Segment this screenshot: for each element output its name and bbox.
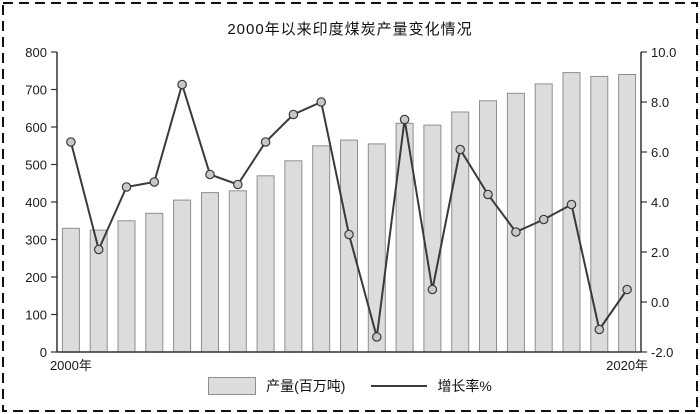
- bar: [228, 190, 247, 353]
- legend-label-production: 产量(百万吨): [266, 378, 346, 394]
- line-marker: [149, 177, 160, 187]
- bar: [61, 227, 80, 353]
- line-marker: [288, 109, 299, 120]
- chart-title: 2000年以来印度煤炭产量变化情况: [227, 21, 473, 38]
- right-tick-label: -2.0: [651, 345, 673, 360]
- x-label-last: 2020年: [606, 358, 648, 373]
- left-tick-label: 500: [25, 158, 47, 173]
- bar: [284, 160, 303, 353]
- bar: [340, 139, 358, 353]
- legend: 产量(百万吨) 增长率%: [0, 372, 700, 400]
- line-marker: [316, 97, 326, 107]
- right-tick-label: 8.0: [651, 95, 669, 110]
- bar: [479, 100, 497, 353]
- line-marker: [233, 179, 243, 190]
- right-tick-label: 2.0: [651, 245, 669, 260]
- left-tick-label: 0: [40, 345, 47, 360]
- line-marker: [594, 324, 605, 335]
- line-marker: [121, 182, 132, 192]
- line-marker: [622, 284, 632, 295]
- right-tick-label: 4.0: [651, 195, 669, 210]
- bar: [618, 74, 637, 353]
- bar: [312, 145, 331, 353]
- line-marker: [344, 229, 354, 240]
- x-label-first: 2000年: [50, 358, 92, 373]
- left-tick-label: 800: [25, 45, 47, 60]
- left-tick-label: 300: [25, 233, 47, 248]
- legend-line-swatch: [371, 385, 428, 387]
- right-tick-label: 0.0: [651, 295, 669, 310]
- line-marker: [93, 244, 104, 255]
- line-marker: [427, 284, 438, 295]
- line-marker: [483, 189, 493, 200]
- legend-label-growth: 增长率%: [437, 378, 492, 394]
- line-marker: [205, 169, 215, 180]
- legend-item-growth: 增长率%: [371, 376, 492, 396]
- right-tick-label: 6.0: [651, 145, 669, 160]
- left-tick-label: 400: [25, 195, 47, 210]
- line-marker: [260, 137, 271, 147]
- legend-item-production: 产量(百万吨): [208, 376, 345, 396]
- line-marker: [511, 227, 521, 237]
- legend-bar-swatch: [208, 377, 257, 395]
- bar: [173, 199, 192, 353]
- left-tick-label: 200: [25, 270, 47, 285]
- bar: [423, 124, 442, 353]
- bar: [562, 72, 581, 353]
- bar: [145, 212, 164, 353]
- bar: [117, 220, 136, 353]
- line-marker: [177, 79, 187, 90]
- right-tick-label: 10.0: [651, 45, 676, 60]
- bar: [201, 192, 219, 353]
- line-marker: [66, 137, 76, 147]
- bar: [256, 175, 275, 353]
- line-marker: [399, 114, 410, 125]
- line-marker: [455, 144, 465, 155]
- line-marker: [566, 199, 577, 210]
- left-tick-label: 100: [25, 308, 47, 323]
- bar: [367, 143, 386, 353]
- bar: [590, 75, 609, 353]
- line-marker: [538, 214, 549, 225]
- left-tick-label: 600: [25, 120, 47, 135]
- line-marker: [371, 332, 382, 342]
- left-tick-label: 700: [25, 83, 47, 98]
